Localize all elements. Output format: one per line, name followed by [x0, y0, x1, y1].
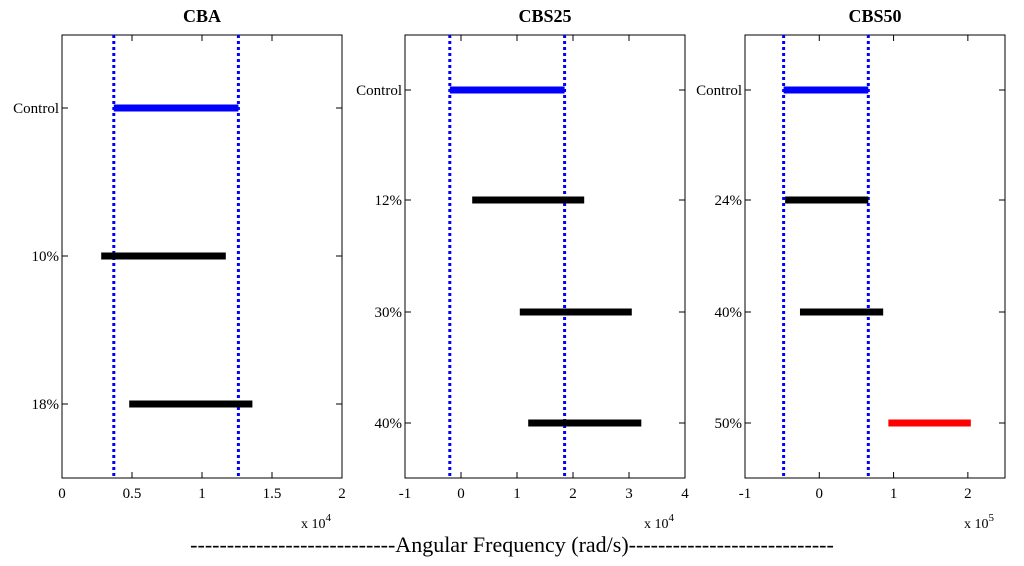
panel-title: CBS50 — [848, 6, 901, 26]
panel-title: CBA — [183, 6, 221, 26]
panel-cba: CBA Control 10% 18% 0 0.5 1 1.5 2 x 104 — [13, 6, 346, 532]
panel-title: CBS25 — [518, 6, 571, 26]
x-tick-label: 2 — [964, 486, 972, 502]
x-tick-label: 1 — [513, 486, 521, 502]
axes-frame — [404, 34, 686, 479]
x-tick-label: 4 — [681, 486, 689, 502]
x-scale-multiplier: x 105 — [964, 512, 995, 532]
panel-cbs25: CBS25 Control 12% 30% 40% -1 0 1 2 3 4 x 104 — [356, 6, 689, 532]
x-tick-label: 2 — [338, 486, 346, 502]
x-tick-label: 0 — [457, 486, 465, 502]
y-tick-label: 24% — [715, 193, 743, 209]
x-scale-multiplier: x 104 — [301, 512, 332, 532]
y-tick-label: 12% — [375, 193, 403, 209]
y-tick-label: 40% — [715, 305, 743, 321]
x-axis-label: ----------------------------Angular Freq… — [190, 532, 834, 557]
axes-frame — [744, 34, 1006, 479]
y-tick-label: 40% — [375, 416, 403, 432]
panel-cbs50: CBS50 Control 24% 40% 50% -1 0 1 2 x 105 — [696, 6, 1006, 532]
x-tick-label: 0 — [58, 486, 66, 502]
x-tick-label: 1 — [890, 486, 898, 502]
y-tick-label: 50% — [715, 416, 743, 432]
x-tick-label: -1 — [399, 486, 412, 502]
x-scale-multiplier: x 104 — [644, 512, 675, 532]
y-tick-label: 18% — [32, 397, 60, 413]
x-tick-label: 0.5 — [123, 486, 142, 502]
x-tick-label: 3 — [625, 486, 633, 502]
x-tick-label: -1 — [739, 486, 752, 502]
y-tick-label: Control — [696, 83, 742, 99]
x-tick-label: 1.5 — [263, 486, 282, 502]
x-tick-label: 1 — [198, 486, 206, 502]
x-tick-label: 2 — [569, 486, 577, 502]
y-tick-label: 10% — [32, 249, 60, 265]
x-tick-label: 0 — [816, 486, 824, 502]
y-tick-label: 30% — [375, 305, 403, 321]
y-tick-label: Control — [13, 101, 59, 117]
y-tick-label: Control — [356, 83, 402, 99]
